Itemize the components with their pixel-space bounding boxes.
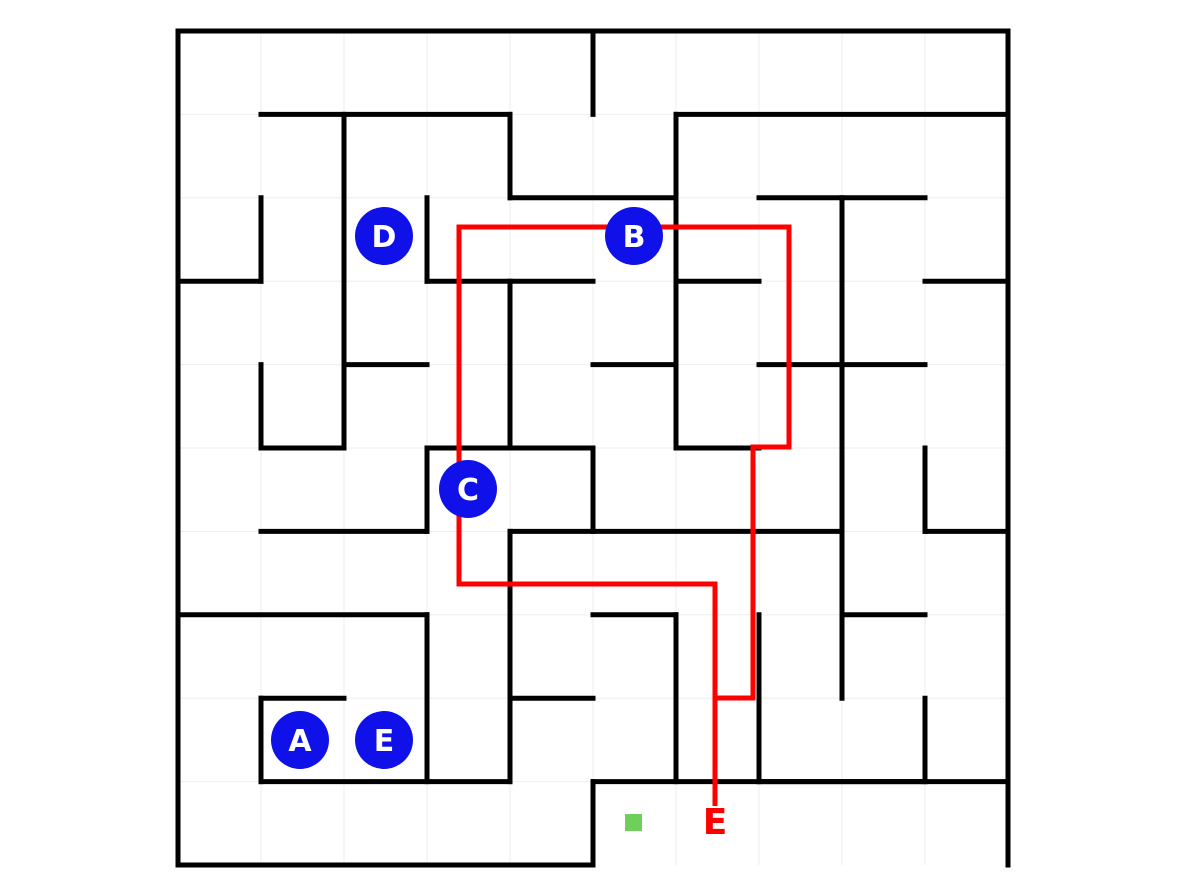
marker-circle — [439, 460, 497, 518]
maze-marker-e: E — [355, 711, 413, 769]
marker-circle — [605, 207, 663, 265]
marker-circle — [355, 711, 413, 769]
marker-label: D — [372, 220, 397, 255]
maze-marker-a: A — [271, 711, 329, 769]
solution-path — [456, 224, 792, 806]
marker-label: C — [457, 473, 479, 508]
maze-walls — [175, 28, 1011, 868]
maze-marker-d: D — [355, 207, 413, 265]
maze-markers: A E D B C — [271, 207, 663, 831]
marker-label: E — [374, 724, 395, 759]
goal-marker — [625, 814, 642, 831]
marker-circle — [271, 711, 329, 769]
maze-marker-b: B — [605, 207, 663, 265]
path-end-label: E — [703, 802, 728, 843]
maze-marker-c: C — [439, 460, 497, 518]
marker-label: B — [623, 220, 646, 255]
solution-path-line — [456, 224, 792, 806]
marker-label: A — [288, 724, 312, 759]
marker-circle — [355, 207, 413, 265]
